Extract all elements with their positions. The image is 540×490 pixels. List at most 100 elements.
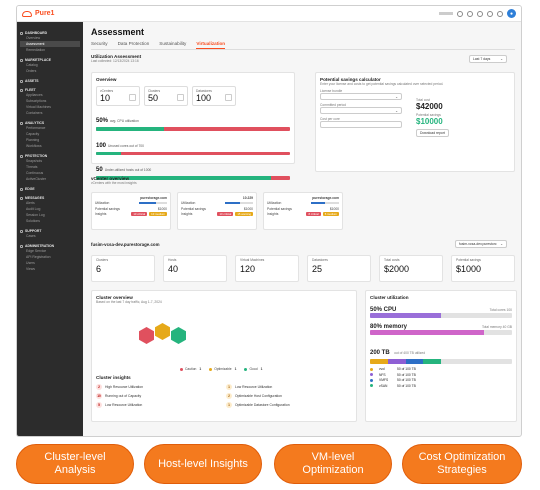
cost-input[interactable] [320,121,402,128]
cpu-total: Total cores 100 [489,308,512,312]
utilization-bar-fill [225,202,241,205]
insight-item[interactable]: 2 Optimizable Host Configuration [226,391,346,400]
cluster-hex-good[interactable] [171,327,186,344]
sidebar-item[interactable]: Capacity [26,132,40,136]
cluster-overview-title: Cluster overview [96,295,133,300]
sidebar-item[interactable]: Containers [26,111,43,115]
tab-2[interactable]: Sustainability [159,41,187,46]
last-collected: Last collected: 12/13/2024 13:16 [91,59,139,63]
sidebar-section-5[interactable]: PROTECTION [20,154,80,158]
tab-0[interactable]: Security [91,41,108,46]
sidebar-item[interactable]: Session Log [26,213,45,217]
insight-tags: 10 critical 10 medium [131,211,167,216]
sidebar-item[interactable]: Appliances [26,93,43,97]
vcenter-card[interactable]: purestorage.com Utilization Potential savi… [263,192,343,230]
grid-icon[interactable] [497,10,503,17]
sidebar-item[interactable]: Views [26,267,35,271]
sidebar-section-9[interactable]: ADMINISTRATION [20,244,80,248]
sidebar-section-4[interactable]: ANALYTICS [20,121,80,125]
sidebar-item[interactable]: Alerts [26,201,35,205]
help-icon[interactable] [477,10,483,17]
location-icon[interactable] [457,10,463,17]
tab-1[interactable]: Data Protection [117,41,150,46]
sidebar-item[interactable]: Performance [26,126,46,130]
sidebar-item[interactable]: Remediation [26,48,46,52]
sidebar-item[interactable]: API Registration [26,255,51,259]
range-select[interactable]: Last 7 days ⌄ [469,55,507,63]
sidebar-item[interactable]: Edge Service [26,249,47,253]
sidebar-item[interactable]: Snapshots [26,159,43,163]
legend-dot [209,367,213,371]
insight-item[interactable]: 10 Running out of Capacity [96,391,216,400]
section-icon [20,121,23,125]
sidebar-item[interactable]: Overview [26,36,41,40]
sidebar-item[interactable]: Users [26,261,35,265]
sidebar-item[interactable]: Continuous [26,171,44,175]
overview-rows: 50% avg. CPU utilization 100 Unused cores o… [96,109,290,180]
sidebar-item[interactable]: Solutions [26,219,40,223]
sidebar-section-1[interactable]: MARKETPLACE [20,58,80,62]
stat-value: 50 [148,93,159,103]
insight-item[interactable]: 1 Optimizable Datastore Configuration [226,400,346,409]
sidebar-item[interactable]: Subscriptions [26,99,47,103]
period-select[interactable]: ⌄ [320,107,402,114]
storage-bar [370,359,512,364]
overview-row-value: 50% [96,118,109,124]
vcenter-select[interactable]: fusim-vcsa-dev.purestorc ⌄ [455,240,507,248]
sidebar-item[interactable]: Virtual Machines [26,105,52,109]
insight-count: 5 [96,401,102,408]
tab-3[interactable]: Virtualization [196,41,226,49]
cluster-overview-subtitle: Based on the last 7 day traffic, Aug 1-7… [96,300,162,304]
cluster-hex-optimizable[interactable] [155,323,170,340]
sidebar-section-2[interactable]: ASSETS [20,79,80,83]
insight-item[interactable]: 5 Low Resource Utilization [96,400,216,409]
sidebar-section-0[interactable]: DASHBOARD [20,31,80,35]
top-bar: Pure1 ● [17,6,521,22]
datastore-dot [370,373,373,376]
sidebar-item[interactable]: Audit Log [26,207,41,211]
datastore-value: 50 of 100 TB [397,367,416,371]
sidebar-section-3[interactable]: FLEET [20,88,80,92]
utilization-bar-fill [139,202,156,205]
download-report-button[interactable]: Download report [416,129,449,137]
insight-tag: 10 critical [131,211,148,216]
savings-value: $1000 [329,206,339,211]
sidebar-item[interactable]: Catalog [26,63,38,67]
avatar[interactable]: ● [507,9,516,18]
overview-title: Overview [96,77,117,82]
overview-row: 100 Unused cores out of 700 [96,134,290,155]
sidebar-item[interactable]: Planning [26,138,40,142]
utilization-bar [139,202,167,205]
license-select[interactable]: ⌄ [320,93,402,100]
search-icon[interactable] [467,10,473,17]
sidebar-item[interactable]: ActiveCluster [26,177,46,181]
app-logo[interactable]: Pure1 [22,10,54,17]
sidebar-section-7[interactable]: MESSAGES [20,196,80,200]
savings-label: Potential savings [181,206,206,211]
sidebar-section-title: ADMINISTRATION [25,244,55,248]
cluster-hex-caution[interactable] [139,327,154,344]
callout-vm-optimization: VM-level Optimization [274,444,392,484]
sidebar-item[interactable]: Cases [26,234,36,238]
callout-cost-optimization: Cost Optimization Strategies [402,444,522,484]
legend-dot [180,367,183,371]
sidebar-item[interactable]: Workflows [26,144,42,148]
cost-label: Cost per core [320,117,340,121]
sidebar-item[interactable]: Orders [26,69,37,73]
section-icon [20,58,23,62]
legend-label: Optimizable [214,367,232,371]
settings-icon[interactable] [487,10,493,17]
sidebar-section-8[interactable]: SUPPORT [20,229,80,233]
vcenter-card[interactable]: 10.229 Utilization Potential savings $1000 I… [177,192,257,230]
legend-label: Caution [185,367,197,371]
vcenter-card[interactable]: purestorage.com Utilization Potential savi… [91,192,171,230]
storage-segment [405,359,424,364]
sidebar-item[interactable]: Threats [26,165,38,169]
utilization-label: Utilization [267,201,282,206]
section-icon [20,154,23,158]
insight-item[interactable]: 2 High Resource Utilization [96,382,216,391]
kpi-value: 120 [240,264,256,274]
insight-item[interactable]: 1 Low Resource Utilization [226,382,346,391]
sidebar-section-6[interactable]: EDGE [20,187,80,191]
sidebar-item[interactable]: Assessment [20,41,80,47]
